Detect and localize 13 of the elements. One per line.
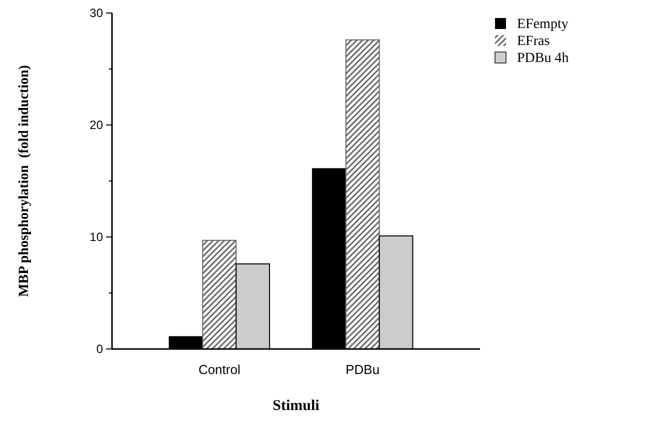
bar	[345, 39, 380, 350]
x-tick-label: PDBu	[346, 362, 380, 377]
legend-label: EFras	[517, 34, 550, 49]
y-tick-label: 10	[90, 230, 104, 244]
legend-label: EFempty	[517, 17, 568, 32]
y-tick-label: 20	[90, 118, 104, 132]
bar	[202, 240, 237, 350]
legend-label: PDBu 4h	[517, 51, 569, 66]
x-tick-label: Control	[198, 362, 240, 377]
y-tick-label: 30	[90, 6, 104, 20]
y-axis-title: MBP phosphorylation (fold induction)	[17, 64, 32, 297]
x-axis-title: Stimuli	[272, 398, 320, 414]
y-tick-label: 0	[96, 342, 104, 356]
